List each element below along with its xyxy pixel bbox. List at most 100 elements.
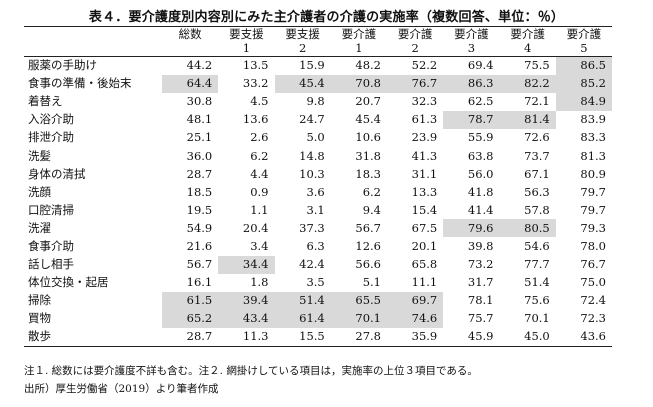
table-cell: 55.9 (467, 130, 494, 145)
table-cell: 11.3 (218, 327, 275, 347)
table-cell: 42.4 (299, 257, 325, 272)
row-label: 口腔清掃 (28, 202, 74, 217)
table-cell: 80.5 (499, 219, 556, 238)
table-cell: 35.9 (387, 327, 444, 347)
table-cell: 2.6 (250, 130, 269, 145)
table-title: 表４．要介護度別内容別にみた主介護者の介護の実施率（複数回答、単位：％） (88, 10, 565, 25)
table-cell: 79.7 (580, 202, 606, 217)
table-cell: 83.9 (580, 112, 606, 127)
table-cell: 76.7 (580, 257, 606, 272)
table-cell: 65.2 (162, 309, 219, 328)
table-cell: 75.0 (580, 275, 606, 290)
table-cell: 70.8 (330, 74, 387, 93)
row-label: 話し相手 (28, 257, 74, 272)
row-label: 掃除 (28, 293, 51, 308)
row-label: 洗髪 (28, 148, 51, 163)
table-cell: 86.5 (555, 56, 612, 75)
table-cell: 51.4 (524, 275, 550, 290)
table-cell: 20.1 (411, 238, 438, 253)
table-cell: 5.1 (362, 275, 381, 290)
table-row: 着替え 30.8 4.5 9.8 20.7 32.3 62.5 72.1 84.9 (24, 92, 612, 111)
table-cell: 81.4 (499, 110, 556, 129)
table-cell: 72.3 (580, 311, 606, 326)
table-cell: 63.8 (467, 148, 494, 163)
table-cell: 70.1 (330, 309, 387, 328)
table-cell: 48.2 (355, 58, 381, 73)
table-row: 口腔清掃 19.5 1.1 3.1 9.4 15.4 41.4 57.8 79.7 (24, 201, 612, 219)
table-cell: 56.6 (355, 257, 381, 272)
table-row: 買物 65.2 43.4 61.4 70.1 74.6 75.7 70.1 72.3 (24, 309, 612, 328)
column-header: 要介護 5 (555, 26, 612, 57)
table-cell: 5.0 (306, 130, 325, 145)
table-cell: 36.0 (186, 148, 213, 163)
table-cell: 54.6 (524, 238, 550, 253)
header-row: 総数 要支援 1 要支援 2 要介護 1 要介護 2 要介護 3 要介護 4 要介護 5 (24, 26, 612, 57)
table-cell: 6.2 (250, 148, 269, 163)
column-header: 要介護 3 (443, 26, 500, 57)
row-label: 服薬の手助け (28, 58, 97, 73)
table-cell: 86.3 (443, 74, 500, 93)
table-cell: 78.1 (467, 293, 494, 308)
table-cell: 31.7 (467, 275, 494, 290)
table-cell: 69.7 (387, 291, 444, 310)
table-cell: 34.4 (218, 255, 275, 274)
table-cell: 72.4 (580, 293, 606, 308)
table-cell: 20.4 (242, 220, 269, 235)
column-header: 要介護 1 (330, 26, 387, 57)
table-cell: 56.7 (355, 220, 381, 235)
table-cell: 1.1 (250, 202, 269, 217)
table-row: 入浴介助 48.1 13.6 24.7 45.4 61.3 78.7 81.4 83.9 (24, 110, 612, 129)
table-cell: 75.7 (467, 311, 494, 326)
table-cell: 70.1 (524, 311, 550, 326)
table-cell: 69.4 (467, 58, 494, 73)
table-cell: 61.3 (411, 112, 438, 127)
table-cell: 11.1 (411, 275, 438, 290)
table-cell: 3.1 (306, 202, 325, 217)
table-cell: 16.1 (186, 275, 213, 290)
row-label: 排泄介助 (28, 130, 74, 145)
table-row: 話し相手 56.7 34.4 42.4 56.6 65.8 73.2 77.7 76.7 (24, 255, 612, 274)
table-row: 身体の清拭 28.7 4.4 10.3 18.3 31.1 56.0 67.1 80.9 (24, 165, 612, 183)
row-label: 洗濯 (28, 220, 51, 235)
table-body: 服薬の手助け 44.2 13.5 15.9 48.2 52.2 69.4 75.5 86.5 食事… (24, 56, 612, 347)
table-cell: 10.3 (299, 166, 325, 181)
table-cell: 41.8 (467, 184, 494, 199)
table-cell: 82.2 (499, 74, 556, 93)
table-cell: 78.0 (580, 238, 606, 253)
table-cell: 25.1 (186, 130, 213, 145)
table-cell: 12.6 (355, 238, 381, 253)
table-cell: 72.1 (524, 94, 550, 109)
table-row: 服薬の手助け 44.2 13.5 15.9 48.2 52.2 69.4 75.5 86.5 (24, 56, 612, 75)
table-cell: 0.9 (250, 184, 269, 199)
table-cell: 4.4 (250, 166, 269, 181)
table-cell: 13.5 (242, 58, 269, 73)
table-cell: 31.1 (411, 166, 438, 181)
table-cell: 45.0 (499, 327, 556, 347)
table-cell: 45.4 (274, 74, 331, 93)
table-cell: 79.7 (580, 184, 606, 199)
table-cell: 67.5 (411, 220, 438, 235)
table-row: 食事の準備・後始末 64.4 33.2 45.4 70.8 76.7 86.3 82.2 85.… (24, 74, 612, 93)
source-line: 出所）厚生労働省（2019）より筆者作成 (24, 383, 219, 395)
row-label: 洗顔 (28, 184, 51, 199)
table-cell: 51.4 (274, 291, 331, 310)
table-cell: 9.8 (306, 94, 325, 109)
table-cell: 33.2 (242, 76, 269, 91)
table-cell: 28.7 (162, 327, 219, 347)
table-cell: 32.3 (411, 94, 438, 109)
table-cell: 64.4 (162, 74, 219, 93)
table-cell: 3.4 (250, 238, 269, 253)
table-cell: 54.9 (186, 220, 213, 235)
table-cell: 48.1 (186, 112, 213, 127)
row-label: 着替え (28, 94, 63, 109)
row-label: 身体の清拭 (28, 166, 86, 181)
table-cell: 73.7 (524, 148, 550, 163)
table-cell: 67.1 (524, 166, 550, 181)
table-cell: 56.0 (467, 166, 494, 181)
table-cell: 15.9 (299, 58, 325, 73)
row-label: 食事介助 (28, 238, 74, 253)
table-cell: 65.5 (330, 291, 387, 310)
table-row: 洗顔 18.5 0.9 3.6 6.2 13.3 41.8 56.3 79.7 (24, 183, 612, 201)
table-cell: 74.6 (387, 309, 444, 328)
note-line: 注１. 総数には要介護度不詳も含む。注２. 網掛けしている項目は，実施率の上位３… (24, 365, 478, 377)
